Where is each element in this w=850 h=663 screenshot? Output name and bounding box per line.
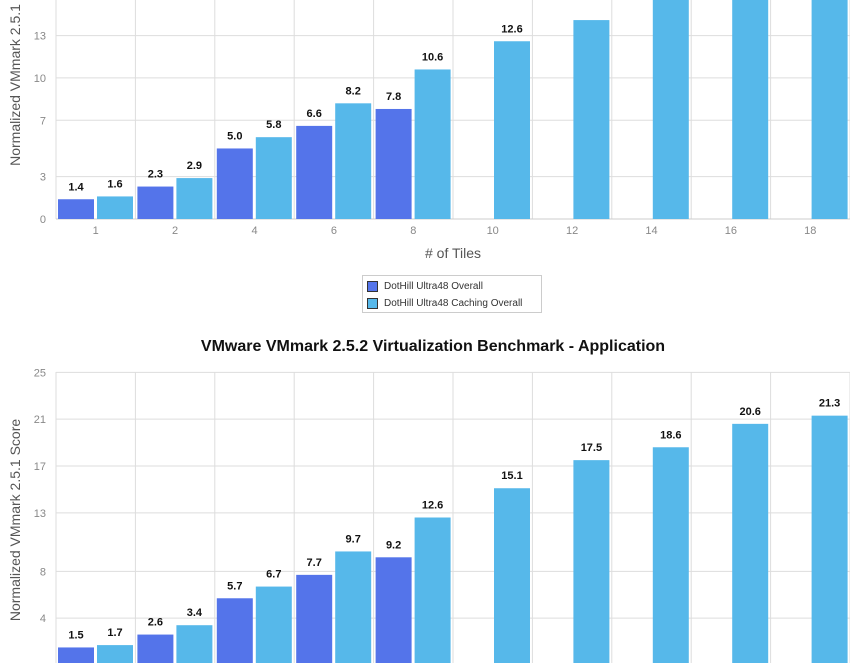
bar-caching[interactable] [652, 0, 689, 219]
bar-overall[interactable] [375, 108, 412, 219]
bar-caching[interactable] [176, 625, 213, 663]
data-label: 12.6 [422, 500, 443, 512]
data-label: 1.5 [68, 629, 83, 641]
data-label: 9.2 [386, 539, 401, 551]
data-label: 15.1 [501, 470, 522, 482]
y-tick-label: 3 [40, 172, 46, 184]
data-label: 5.7 [227, 580, 242, 592]
bar-overall[interactable] [137, 634, 174, 663]
bar-overall[interactable] [137, 186, 174, 219]
y-tick-label: 13 [34, 31, 46, 43]
bar-overall[interactable] [375, 557, 412, 663]
x-tick-label: 10 [487, 225, 499, 237]
bar-caching[interactable] [176, 178, 213, 219]
y-tick-label: 7 [40, 115, 46, 127]
x-tick-label: 8 [410, 225, 416, 237]
data-label: 12.6 [501, 23, 522, 35]
data-label: 2.6 [148, 617, 163, 629]
bar-caching[interactable] [97, 645, 133, 663]
bar-caching[interactable] [573, 20, 610, 220]
data-label: 10.6 [422, 51, 443, 63]
y-tick-label: 21 [34, 414, 46, 426]
data-label: 9.7 [346, 533, 361, 545]
y-axis-title: Normalized VMmark 2.5.1 [7, 4, 23, 166]
data-label: 7.8 [386, 91, 401, 103]
bar-overall[interactable] [216, 148, 253, 219]
data-label: 6.7 [266, 569, 281, 581]
bar-overall[interactable] [58, 647, 94, 663]
data-label: 7.7 [307, 557, 322, 569]
data-label: 20.6 [739, 406, 760, 418]
data-label: 6.6 [307, 108, 322, 120]
x-axis-title: # of Tiles [425, 245, 481, 261]
data-label: 1.7 [107, 627, 122, 639]
bar-caching[interactable] [97, 196, 133, 219]
y-tick-label: 0 [40, 214, 46, 226]
data-label: 21.3 [819, 398, 840, 410]
bar-overall[interactable] [296, 574, 333, 663]
bar-caching[interactable] [494, 41, 530, 219]
data-label: 2.9 [187, 160, 202, 172]
bar-overall[interactable] [296, 125, 333, 219]
bar-caching[interactable] [255, 586, 292, 663]
legend-label-overall: DotHill Ultra48 Overall [384, 281, 483, 292]
bar-caching[interactable] [811, 415, 848, 663]
bar-caching[interactable] [652, 447, 689, 663]
y-tick-label: 13 [34, 508, 46, 520]
x-tick-label: 6 [331, 225, 337, 237]
y-tick-label: 8 [40, 566, 46, 578]
legend-item-caching[interactable]: DotHill Ultra48 Caching Overall [367, 295, 537, 312]
bar-overall[interactable] [216, 598, 253, 663]
plot-area: 0 3 7 10 13 1.4 1.6 1 2.3 2.9 2 5.0 5.8 4 6.6 8.2 6 7.8 10… [7, 0, 850, 261]
y-tick-label: 25 [34, 367, 46, 379]
plot-area: 4 8 13 17 21 25 1.5 1.7 2.6 3.4 5.7 6.7 7.7 9.7 9.2 12.… [7, 367, 850, 663]
legend-swatch-caching [367, 298, 378, 309]
x-tick-label: 14 [645, 225, 657, 237]
x-tick-label: 18 [804, 225, 816, 237]
data-label: 8.2 [346, 85, 361, 97]
bar-caching[interactable] [732, 0, 769, 219]
bar-caching[interactable] [335, 551, 372, 663]
y-tick-label: 10 [34, 73, 46, 85]
data-label: 1.4 [68, 181, 84, 193]
chart-top: 0 3 7 10 13 1.4 1.6 1 2.3 2.9 2 5.0 5.8 4 6.6 8.2 6 7.8 10… [7, 0, 850, 261]
data-label: 3.4 [187, 607, 203, 619]
data-label: 18.6 [660, 429, 681, 441]
legend-item-overall[interactable]: DotHill Ultra48 Overall [367, 278, 537, 295]
bar-overall[interactable] [58, 199, 94, 219]
y-tick-label: 17 [34, 461, 46, 473]
bar-caching[interactable] [414, 69, 451, 219]
x-tick-label: 1 [93, 225, 99, 237]
bar-caching[interactable] [414, 517, 451, 663]
chart-bottom-title: VMware VMmark 2.5.2 Virtualization Bench… [200, 338, 666, 355]
data-label: 5.0 [227, 130, 242, 142]
data-label: 1.6 [107, 178, 122, 190]
x-tick-label: 16 [725, 225, 737, 237]
data-label: 2.3 [148, 169, 163, 181]
x-tick-label: 12 [566, 225, 578, 237]
y-axis-title: Normalized VMmark 2.5.1 Score [7, 419, 23, 622]
bar-caching[interactable] [573, 460, 610, 663]
legend-label-caching: DotHill Ultra48 Caching Overall [384, 298, 523, 309]
chart-legend: DotHill Ultra48 Overall DotHill Ultra48 … [362, 275, 542, 313]
chart-bottom: 4 8 13 17 21 25 1.5 1.7 2.6 3.4 5.7 6.7 7.7 9.7 9.2 12.… [7, 367, 850, 663]
bar-caching[interactable] [335, 103, 372, 219]
data-label: 17.5 [581, 442, 602, 454]
x-tick-label: 2 [172, 225, 178, 237]
bar-caching[interactable] [494, 488, 530, 663]
y-tick-label: 4 [40, 613, 46, 625]
data-label: 5.8 [266, 119, 281, 131]
bar-caching[interactable] [255, 137, 292, 219]
bar-caching[interactable] [811, 0, 848, 219]
bar-caching[interactable] [732, 423, 769, 663]
legend-swatch-overall [367, 281, 378, 292]
x-tick-label: 4 [251, 225, 257, 237]
